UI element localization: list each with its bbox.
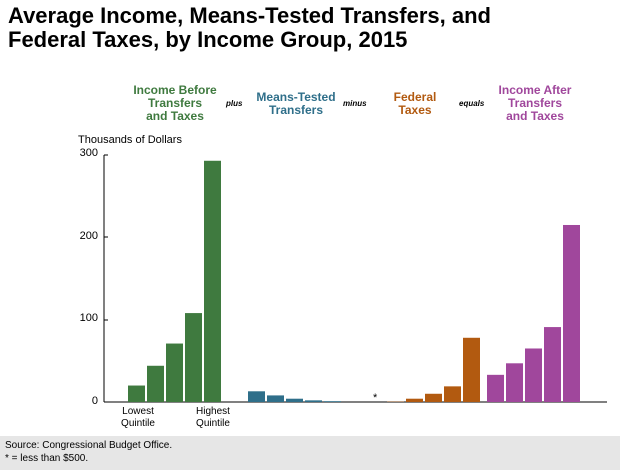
chart-title: Average Income, Means-Tested Transfers, … (8, 4, 613, 52)
bar-federal-taxes-q2 (406, 398, 423, 402)
operator-equals: equals (459, 99, 485, 108)
group-label-line: Transfers (268, 103, 324, 117)
bar-income-after-q3 (525, 348, 542, 402)
y-tick-label: 200 (79, 230, 98, 242)
bar-means-tested-q4 (305, 400, 322, 402)
bar-income-before-q3 (166, 343, 183, 402)
chart-title-line-1: Average Income, Means-Tested Transfers, … (8, 3, 491, 28)
bar-income-before-q2 (147, 365, 164, 402)
bar-means-tested-q1 (248, 391, 265, 402)
bar-federal-taxes-q3 (425, 393, 442, 402)
group-label-means-tested: Means-Tested Transfers (244, 91, 348, 117)
bar-income-before-q5 (204, 160, 221, 402)
group-label-income-before: Income Before Transfers and Taxes (118, 84, 232, 123)
operator-minus: minus (343, 99, 367, 108)
bar-federal-taxes-q4 (444, 386, 461, 402)
footnote: * = less than $500. (5, 453, 89, 464)
group-label-line: and Taxes (506, 109, 564, 123)
bar-means-tested-q3 (286, 398, 303, 402)
x-label-line: Quintile (121, 418, 155, 429)
group-label-line: Transfers (147, 96, 203, 110)
y-tick-label: 300 (79, 147, 98, 159)
bar-income-before-q1 (128, 385, 145, 402)
x-label-lowest-quintile: Lowest Quintile (114, 406, 162, 430)
bar-income-before-q4 (185, 313, 202, 402)
y-tick-label: 0 (91, 395, 98, 407)
group-label-federal-taxes: Federal Taxes (380, 91, 450, 117)
source-note: Source: Congressional Budget Office. (5, 440, 173, 451)
bar-means-tested-q5 (324, 401, 341, 402)
y-tick-label: 100 (79, 312, 98, 324)
group-label-line: Taxes (398, 103, 432, 117)
group-label-line: Transfers (507, 96, 563, 110)
bar-means-tested-q2 (267, 395, 284, 402)
operator-plus: plus (226, 99, 243, 108)
x-label-line: Quintile (196, 418, 230, 429)
less-than-500-marker: * (373, 392, 378, 404)
x-label-highest-quintile: Highest Quintile (188, 406, 238, 430)
group-label-line: and Taxes (146, 109, 204, 123)
group-label-line: Income After (498, 83, 572, 97)
bar-income-after-q1 (487, 374, 504, 402)
bar-income-after-q5 (563, 224, 580, 402)
x-label-line: Lowest (122, 406, 154, 417)
footer: Source: Congressional Budget Office. * =… (0, 436, 620, 470)
bar-income-after-q4 (544, 327, 561, 402)
group-label-income-after: Income After Transfers and Taxes (480, 84, 590, 123)
group-label-line: Income Before (133, 83, 217, 97)
group-label-line: Federal (393, 90, 437, 104)
bar-chart (103, 154, 607, 403)
chart-title-line-2: Federal Taxes, by Income Group, 2015 (8, 27, 408, 52)
bars-layer (128, 160, 580, 402)
x-label-line: Highest (196, 406, 230, 417)
y-axis-unit-label: Thousands of Dollars (78, 134, 182, 146)
group-label-line: Means-Tested (256, 90, 336, 104)
bar-income-after-q2 (506, 363, 523, 402)
bar-federal-taxes-q5 (463, 337, 480, 402)
